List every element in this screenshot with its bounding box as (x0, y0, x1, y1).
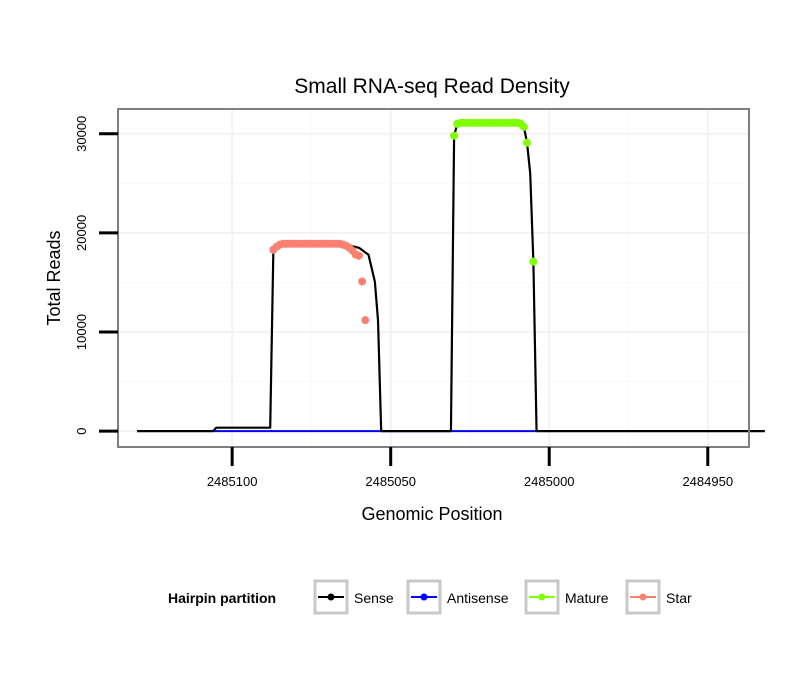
legend-key-point (639, 593, 647, 601)
chart-title: Small RNA-seq Read Density (294, 75, 570, 98)
y-axis: 0 10000 20000 30000 (74, 116, 118, 435)
legend-title: Hairpin partition (168, 590, 276, 606)
data-point-star (361, 316, 370, 325)
legend-label-mature: Mature (565, 590, 609, 606)
legend-key-point (538, 593, 546, 601)
legend: Hairpin partition Sense Antisense Mature St… (168, 579, 692, 615)
data-point-mature (450, 131, 459, 140)
legend-label-antisense: Antisense (447, 590, 509, 606)
x-tick-label: 2485100 (207, 474, 258, 489)
grid-minor (118, 109, 749, 447)
y-tick-label: 10000 (74, 314, 89, 350)
y-axis-label: Total Reads (44, 230, 64, 325)
x-axis-label: Genomic Position (361, 504, 502, 524)
data-point-mature (519, 122, 528, 131)
data-point-mature (523, 138, 532, 147)
x-tick-label: 2485000 (524, 474, 575, 489)
x-tick-label: 2485050 (365, 474, 416, 489)
data-point-star (358, 277, 367, 286)
plot-border (117, 108, 750, 448)
data-point-star (354, 251, 363, 260)
series-layer (137, 118, 765, 433)
y-tick-label: 30000 (74, 116, 89, 152)
y-tick-label: 0 (74, 428, 89, 435)
plot-background (118, 109, 749, 447)
legend-label-star: Star (666, 590, 692, 606)
y-tick-label: 20000 (74, 215, 89, 251)
data-point-mature (529, 257, 538, 266)
x-axis: 2485100 2485050 2485000 2484950 (207, 447, 733, 489)
x-tick-label: 2484950 (682, 474, 733, 489)
legend-key-point (420, 593, 428, 601)
legend-key-point (327, 593, 335, 601)
legend-label-sense: Sense (354, 590, 394, 606)
